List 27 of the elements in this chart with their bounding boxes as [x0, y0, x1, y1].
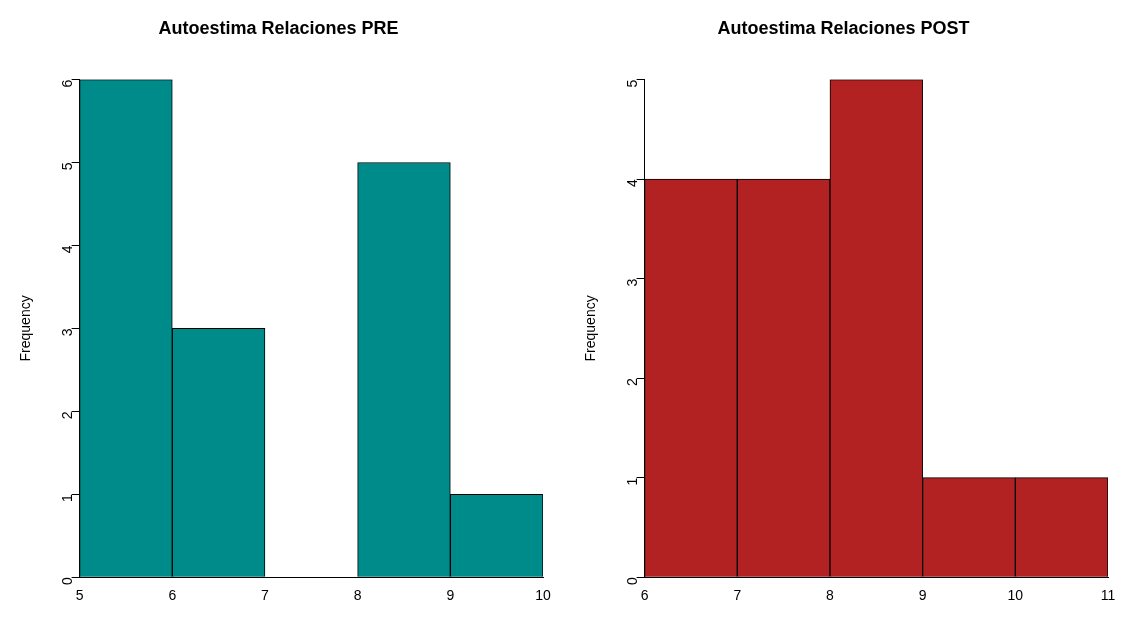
y-tick-label: 3	[624, 278, 641, 287]
y-tick-label: 6	[59, 79, 76, 88]
y-tick-label: 4	[59, 245, 76, 254]
y-tick-label: 2	[624, 377, 641, 386]
y-tick-label: 3	[59, 328, 76, 337]
x-tick-label: 9	[918, 587, 927, 604]
chart-title: Autoestima Relaciones PRE	[158, 17, 399, 38]
y-tick-label: 5	[624, 79, 641, 88]
y-tick-label: 0	[624, 577, 641, 585]
x-tick-label: 11	[1100, 587, 1116, 604]
x-tick-label: 8	[353, 587, 362, 604]
y-tick-label: 1	[624, 477, 641, 486]
y-tick-label: 1	[59, 494, 76, 503]
x-tick-label: 8	[826, 587, 835, 604]
x-tick-label: 6	[168, 587, 177, 604]
y-axis-title: Frequency	[582, 295, 599, 362]
x-tick-label: 7	[733, 587, 742, 604]
y-tick-label: 2	[59, 411, 76, 420]
x-tick-label: 9	[446, 587, 455, 604]
y-axis-title: Frequency	[17, 295, 34, 362]
y-tick-label: 4	[624, 178, 641, 187]
x-tick-label: 7	[261, 587, 270, 604]
x-tick-label: 10	[535, 587, 551, 604]
y-tick-label: 5	[59, 162, 76, 171]
chart-title: Autoestima Relaciones POST	[717, 17, 970, 38]
x-tick-label: 10	[1007, 587, 1024, 604]
y-tick-label: 0	[59, 577, 76, 585]
